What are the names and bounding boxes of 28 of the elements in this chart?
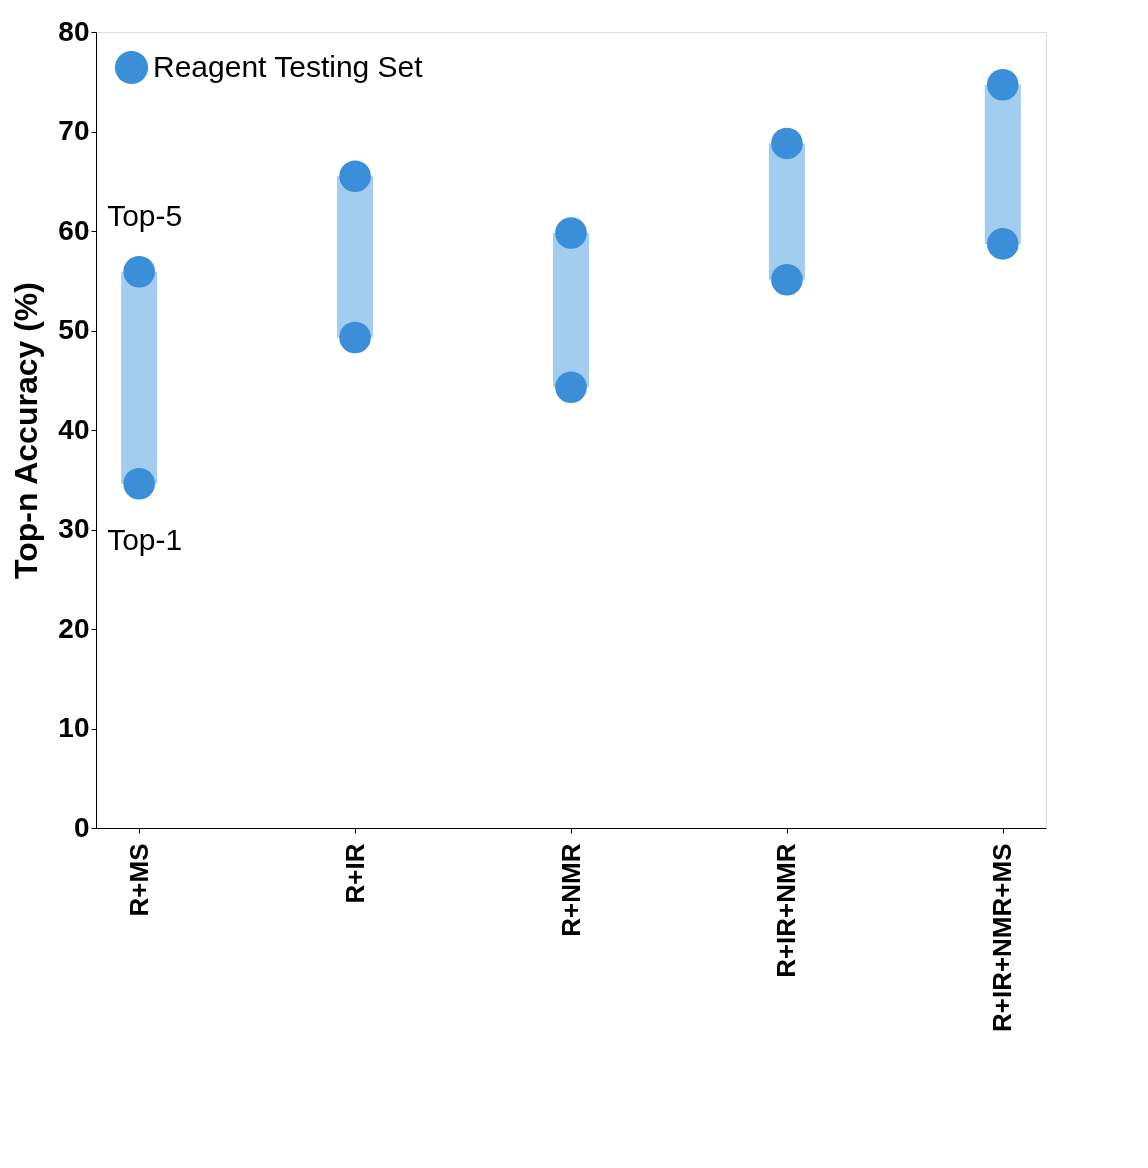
x-tick-label: R+IR [339,843,370,904]
y-tick-label: 30 [58,513,90,544]
y-tick-label: 0 [73,811,90,843]
point [339,160,371,193]
point [555,371,587,403]
y-tick-label: 10 [58,712,90,743]
point [987,68,1019,101]
point [123,256,155,288]
y-tick-label: 20 [58,612,90,644]
x-tick-label: R+MS [123,843,154,917]
point [771,127,803,160]
x-tick-label: R+IR+NMR+MS [987,843,1018,1033]
point [123,467,155,500]
y-tick-label: 40 [58,413,90,445]
y-tick-label: 60 [58,214,90,246]
annotation: Top-5 [107,198,183,232]
point [555,217,587,249]
point [771,263,803,296]
annotation: Top-1 [107,522,183,556]
legend-label: Reagent Testing Set [153,49,424,83]
point [339,321,371,354]
point [987,228,1019,260]
y-tick-label: 80 [58,15,90,47]
y-tick-label: 70 [58,115,90,146]
x-tick-label: R+IR+NMR [771,843,802,978]
x-tick-label: R+NMR [555,843,586,937]
y-tick-label: 50 [58,314,90,345]
y-axis-title: Top-n Accuracy (%) [8,282,45,579]
